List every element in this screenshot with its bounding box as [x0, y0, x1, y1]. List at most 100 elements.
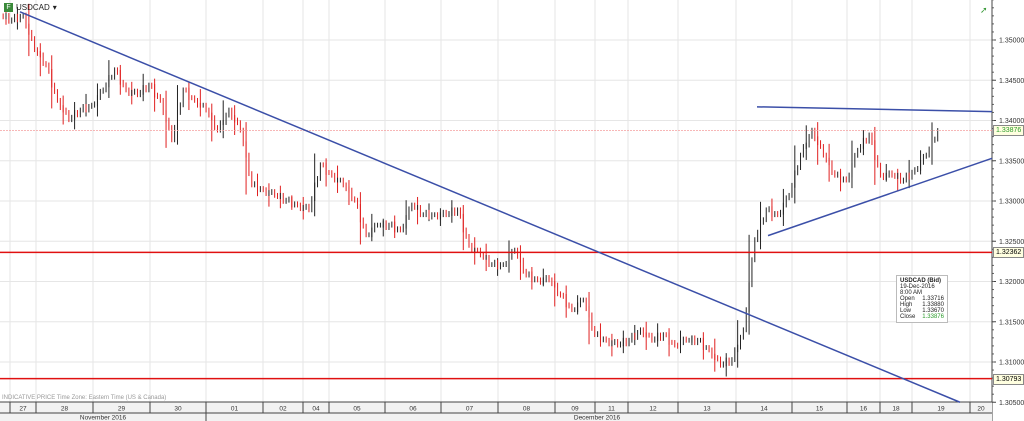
symbol-selector[interactable]: F USDCAD ▾	[4, 3, 57, 12]
x-tick-label: 02	[279, 406, 287, 413]
candle	[139, 73, 150, 102]
candle	[505, 240, 516, 273]
legend-title: USDCAD (Bid)	[900, 278, 941, 284]
y-tick-label: 1.33000	[999, 199, 1024, 206]
candle	[82, 93, 93, 117]
instrument-icon: F	[4, 3, 13, 12]
candle	[14, 6, 24, 30]
x-tick-label: 18	[892, 406, 900, 413]
x-tick-label: 15	[816, 406, 824, 413]
price-tag: 1.32362	[993, 247, 1024, 259]
candle	[128, 81, 138, 105]
candle	[322, 158, 333, 187]
month-label: December 2016	[574, 415, 621, 421]
candle	[860, 130, 870, 156]
candle	[791, 145, 802, 204]
caret-down-icon[interactable]: ▾	[52, 3, 57, 12]
candle	[25, 3, 36, 57]
candle	[734, 320, 744, 368]
candle	[391, 215, 401, 239]
y-tick-label: 1.32000	[999, 279, 1024, 286]
trendline	[767, 157, 993, 237]
candle	[654, 323, 664, 347]
candle	[334, 165, 344, 193]
x-tick-label: 20	[977, 406, 985, 413]
x-tick-label: 12	[649, 406, 657, 413]
month-label: November 2016	[80, 415, 127, 421]
y-tick-label: 1.33500	[999, 158, 1024, 165]
candle	[528, 267, 539, 290]
candle	[757, 201, 767, 250]
x-tick-label: 30	[174, 406, 182, 413]
candle	[196, 89, 207, 117]
x-tick-label: 27	[19, 406, 27, 413]
candle	[882, 163, 893, 182]
candle	[768, 198, 779, 222]
candle	[299, 196, 310, 220]
y-tick-label: 1.32500	[999, 239, 1024, 246]
candle	[562, 285, 573, 318]
candle	[174, 85, 184, 145]
candle	[688, 335, 699, 346]
candle	[631, 324, 641, 346]
candle	[745, 234, 756, 335]
x-tick-label: 08	[523, 406, 531, 413]
candle	[357, 192, 367, 245]
candle	[848, 140, 859, 189]
price-tag: 1.33876	[993, 125, 1024, 137]
y-tick-label: 1.30500	[999, 400, 1024, 407]
candle	[265, 183, 276, 207]
candle	[802, 125, 813, 160]
trendline	[756, 106, 993, 113]
candle	[36, 43, 47, 77]
candle	[288, 195, 299, 210]
candle	[448, 200, 459, 223]
candle	[700, 332, 710, 360]
candle	[494, 258, 504, 276]
candle	[539, 268, 550, 287]
candle	[459, 205, 470, 251]
candle	[379, 218, 390, 237]
x-axis-band	[0, 402, 992, 421]
candle	[105, 60, 116, 98]
expand-icon[interactable]: ➚	[980, 5, 988, 15]
candle	[608, 333, 619, 357]
candle	[722, 353, 733, 377]
y-tick-label: 1.34500	[999, 78, 1024, 85]
x-tick-label: 28	[61, 406, 69, 413]
legend-open: Open 1.33716	[900, 296, 944, 302]
legend-low: Low 1.33670	[900, 308, 944, 314]
candle	[94, 83, 104, 117]
candle	[677, 330, 687, 354]
x-tick-label: 01	[231, 406, 239, 413]
candle	[414, 196, 424, 225]
candle	[814, 122, 824, 165]
x-tick-label: 13	[703, 406, 711, 413]
candle	[368, 213, 379, 242]
legend-high: High 1.33880	[900, 302, 944, 308]
candle	[871, 126, 882, 185]
x-tick-label: 06	[409, 406, 417, 413]
candle	[219, 100, 230, 139]
candle	[905, 159, 916, 189]
ohlc-legend: USDCAD (Bid) 19-Dec-2016 8:00 AM Open 1.3…	[896, 275, 948, 323]
trendline	[19, 11, 961, 403]
candle	[482, 243, 493, 272]
candle	[517, 245, 527, 280]
x-tick-label: 07	[466, 406, 474, 413]
candle	[574, 295, 584, 315]
candle	[437, 208, 447, 226]
x-tick-label: 16	[860, 406, 868, 413]
candle	[311, 153, 321, 217]
candle	[917, 150, 927, 175]
x-tick-label: 04	[312, 406, 320, 413]
symbol-label: USDCAD	[16, 3, 50, 12]
candle	[711, 338, 722, 372]
candle	[116, 64, 127, 95]
candle	[254, 173, 264, 197]
candle	[162, 90, 173, 148]
x-tick-label: 29	[118, 406, 126, 413]
candle	[642, 321, 653, 350]
y-tick-label: 1.34000	[999, 118, 1024, 125]
